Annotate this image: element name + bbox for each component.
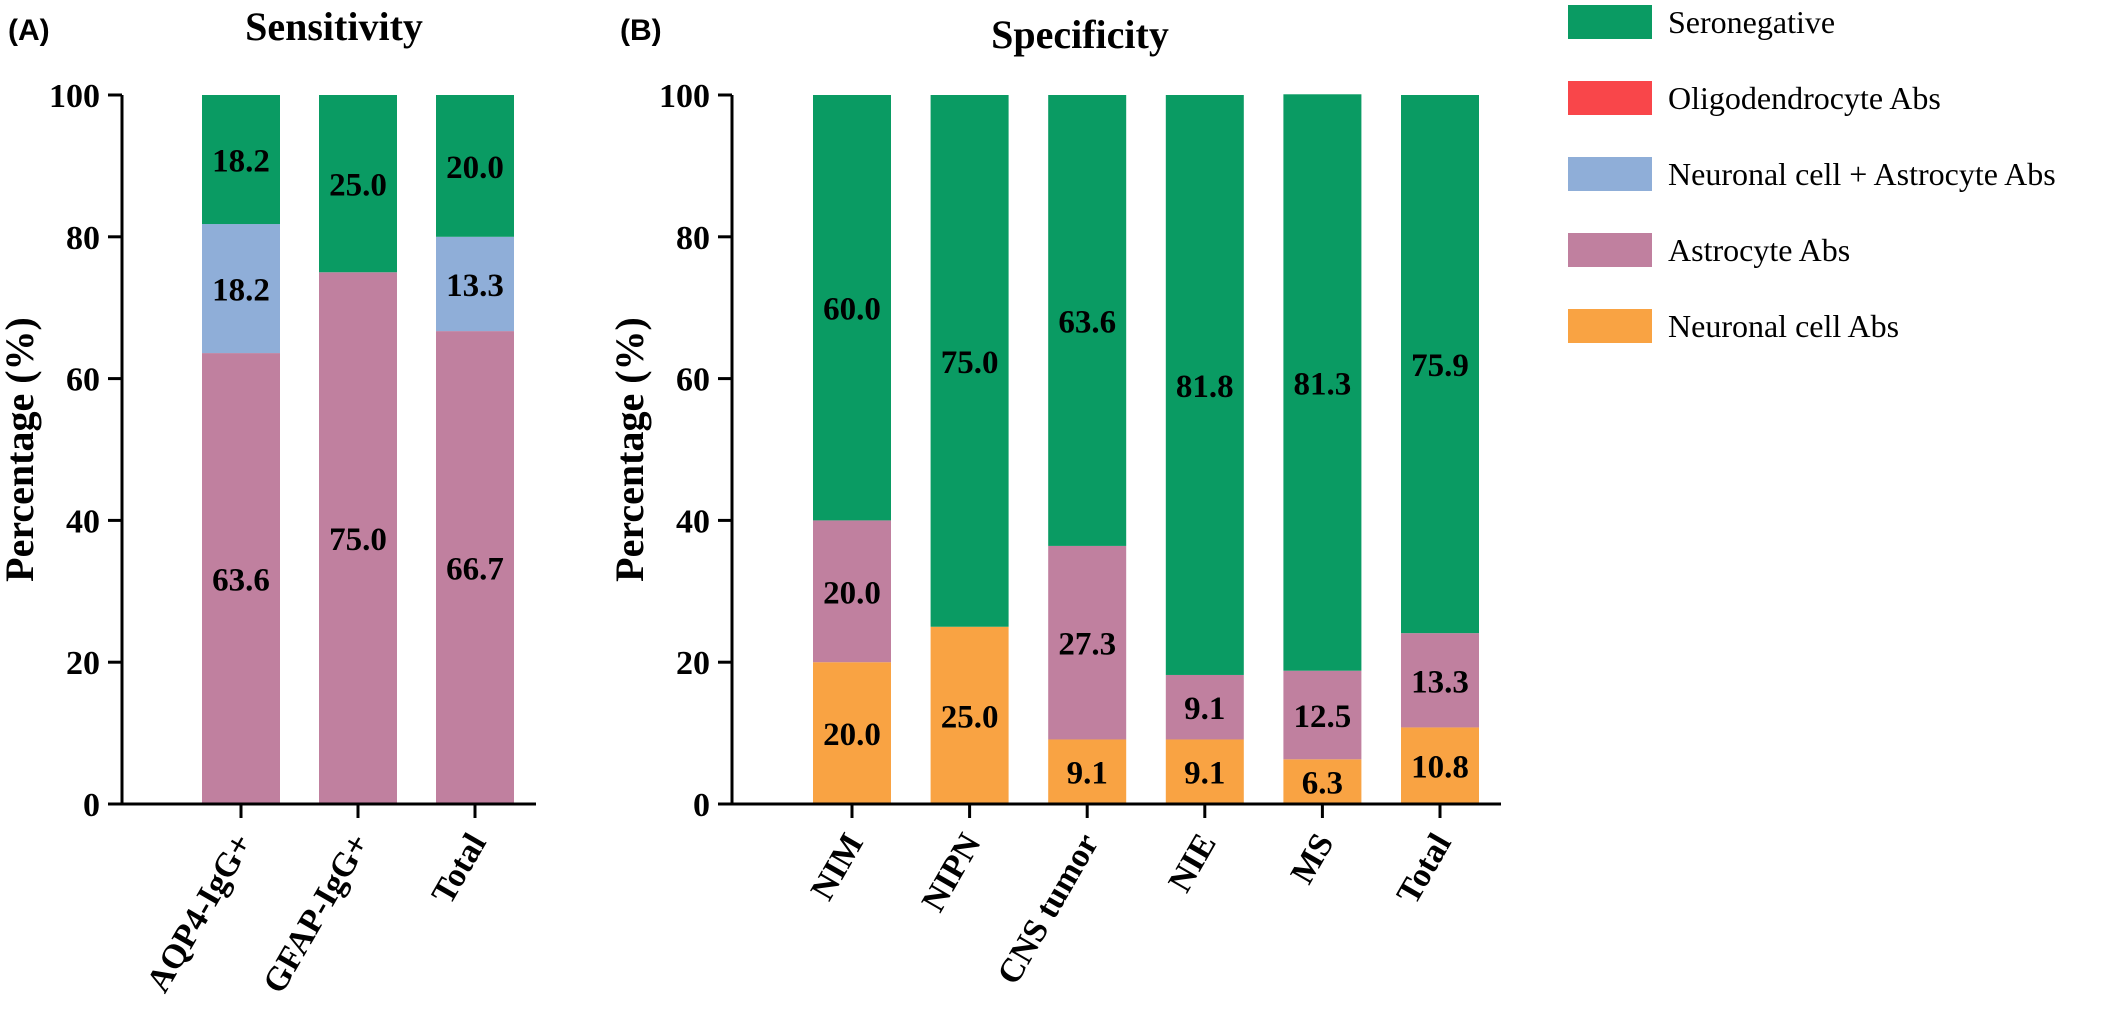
panel-a-sensitivity: (A) Sensitivity Percentage (%) 63.6 18.2 18.2… (0, 4, 536, 1000)
panel-b-specificity: (B) Specificity Percentage (%) 20.0 20.0 60.0… (607, 12, 1501, 991)
bar-segment (1165, 95, 1244, 675)
bar-segment (319, 272, 397, 804)
legend-label: Oligodendrocyte Abs (1668, 80, 1941, 116)
data-label: 6.3 (1302, 766, 1343, 802)
y-tick-label: 100 (49, 78, 100, 115)
y-tick-label: 20 (66, 645, 100, 682)
data-label: 66.7 (446, 552, 504, 588)
bar-segment (1283, 670, 1362, 760)
bar-segment (1401, 727, 1479, 804)
bar-segment (813, 95, 891, 521)
data-label: 75.0 (329, 522, 387, 558)
legend-label: Seronegative (1668, 4, 1835, 40)
y-tick-label: 100 (659, 78, 710, 115)
data-label: 25.0 (329, 168, 387, 204)
x-category-label: NIE (1161, 828, 1223, 899)
x-category-label: NIM (804, 828, 871, 907)
y-tick-label: 80 (66, 220, 100, 257)
data-label: 12.5 (1294, 699, 1352, 735)
data-label: 63.6 (212, 563, 270, 599)
legend: Seronegative Oligodendrocyte Abs Neuronal … (1568, 4, 2056, 344)
data-label: 20.0 (823, 717, 881, 753)
bar-segment (1048, 95, 1127, 546)
bar-segment (930, 626, 1009, 804)
data-label: 20.0 (446, 150, 504, 186)
bar-segment (436, 236, 514, 332)
bar-segment (202, 353, 280, 804)
chart-title: Sensitivity (245, 4, 423, 49)
bar-segment (1283, 759, 1362, 804)
data-label: 20.0 (823, 575, 881, 611)
data-label: 18.2 (212, 273, 270, 309)
bar-segment (1165, 674, 1244, 740)
x-category-label: AQP4-IgG+ (140, 828, 260, 999)
bar-segment (1401, 95, 1479, 634)
bar-segment (436, 331, 514, 804)
y-tick-label: 20 (676, 645, 710, 682)
data-label: 81.3 (1294, 366, 1352, 402)
data-label: 13.3 (446, 268, 504, 304)
x-category-label: Total (1390, 828, 1459, 911)
x-category-label: GFAP-IgG+ (256, 828, 377, 1000)
x-category-label: MS (1284, 828, 1342, 891)
x-category-label: NIPN (915, 827, 989, 918)
legend-label: Neuronal cell + Astrocyte Abs (1668, 156, 2056, 192)
data-label: 75.0 (941, 345, 999, 381)
bar-segment (930, 95, 1009, 627)
y-tick-label: 0 (693, 787, 710, 824)
data-label: 13.3 (1411, 664, 1469, 700)
legend-label: Neuronal cell Abs (1668, 308, 1899, 344)
data-label: 25.0 (941, 699, 999, 735)
y-tick-label: 40 (66, 503, 100, 540)
legend-label: Astrocyte Abs (1668, 232, 1850, 268)
data-label: 27.3 (1058, 627, 1116, 663)
bar-segment (813, 662, 891, 804)
legend-swatch (1568, 81, 1652, 115)
legend-swatch (1568, 157, 1652, 191)
data-label: 9.1 (1184, 691, 1225, 727)
bar-segment (1283, 94, 1362, 671)
bar-segment (1165, 739, 1244, 804)
panel-label: (A) (8, 14, 50, 47)
y-tick-label: 80 (676, 220, 710, 257)
x-category-label: Total (425, 828, 494, 911)
chart-title: Specificity (991, 12, 1169, 57)
bar-segment (436, 95, 514, 237)
data-label: 9.1 (1067, 756, 1108, 792)
data-label: 60.0 (823, 292, 881, 328)
legend-swatch (1568, 233, 1652, 267)
data-label: 63.6 (1058, 304, 1116, 340)
data-label: 75.9 (1411, 348, 1469, 384)
bar-segment (202, 95, 280, 225)
y-tick-label: 40 (676, 503, 710, 540)
data-label: 10.8 (1411, 750, 1469, 786)
y-tick-label: 60 (676, 362, 710, 399)
bar-segment (1048, 545, 1127, 740)
y-axis-title: Percentage (%) (0, 317, 42, 582)
panel-label: (B) (620, 14, 662, 47)
bar-segment (202, 224, 280, 354)
x-category-label: CNS tumor (990, 828, 1106, 991)
y-tick-label: 0 (83, 787, 100, 824)
data-label: 18.2 (212, 144, 270, 180)
legend-swatch (1568, 5, 1652, 39)
bar-segment (813, 520, 891, 663)
y-tick-label: 60 (66, 362, 100, 399)
bar-segment (1401, 633, 1479, 728)
data-label: 81.8 (1176, 369, 1234, 405)
bar-segment (319, 95, 397, 273)
legend-swatch (1568, 309, 1652, 343)
data-label: 9.1 (1184, 756, 1225, 792)
y-axis-title: Percentage (%) (607, 317, 652, 582)
bar-segment (1048, 739, 1127, 804)
